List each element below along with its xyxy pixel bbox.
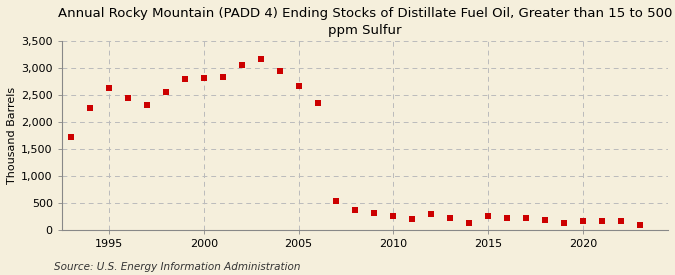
Point <box>464 221 475 225</box>
Point <box>558 221 569 225</box>
Point <box>123 95 134 100</box>
Point <box>426 212 437 216</box>
Point <box>293 84 304 89</box>
Point <box>596 219 607 224</box>
Point <box>634 222 645 227</box>
Point <box>502 216 512 221</box>
Point <box>407 217 418 221</box>
Point <box>520 216 531 221</box>
Point <box>483 214 493 218</box>
Point <box>445 216 456 220</box>
Point <box>255 57 266 61</box>
Point <box>369 211 380 215</box>
Text: Source: U.S. Energy Information Administration: Source: U.S. Energy Information Administ… <box>54 262 300 272</box>
Point <box>161 90 171 94</box>
Point <box>274 68 285 73</box>
Point <box>616 219 626 224</box>
Title: Annual Rocky Mountain (PADD 4) Ending Stocks of Distillate Fuel Oil, Greater tha: Annual Rocky Mountain (PADD 4) Ending St… <box>58 7 672 37</box>
Point <box>180 76 190 81</box>
Point <box>66 135 77 139</box>
Point <box>85 106 96 111</box>
Point <box>350 208 361 213</box>
Point <box>312 101 323 105</box>
Point <box>198 75 209 80</box>
Point <box>104 86 115 90</box>
Point <box>217 74 228 79</box>
Point <box>236 62 247 67</box>
Point <box>539 218 550 222</box>
Point <box>331 199 342 203</box>
Point <box>388 214 399 218</box>
Point <box>577 219 588 224</box>
Point <box>142 102 153 107</box>
Y-axis label: Thousand Barrels: Thousand Barrels <box>7 87 17 184</box>
